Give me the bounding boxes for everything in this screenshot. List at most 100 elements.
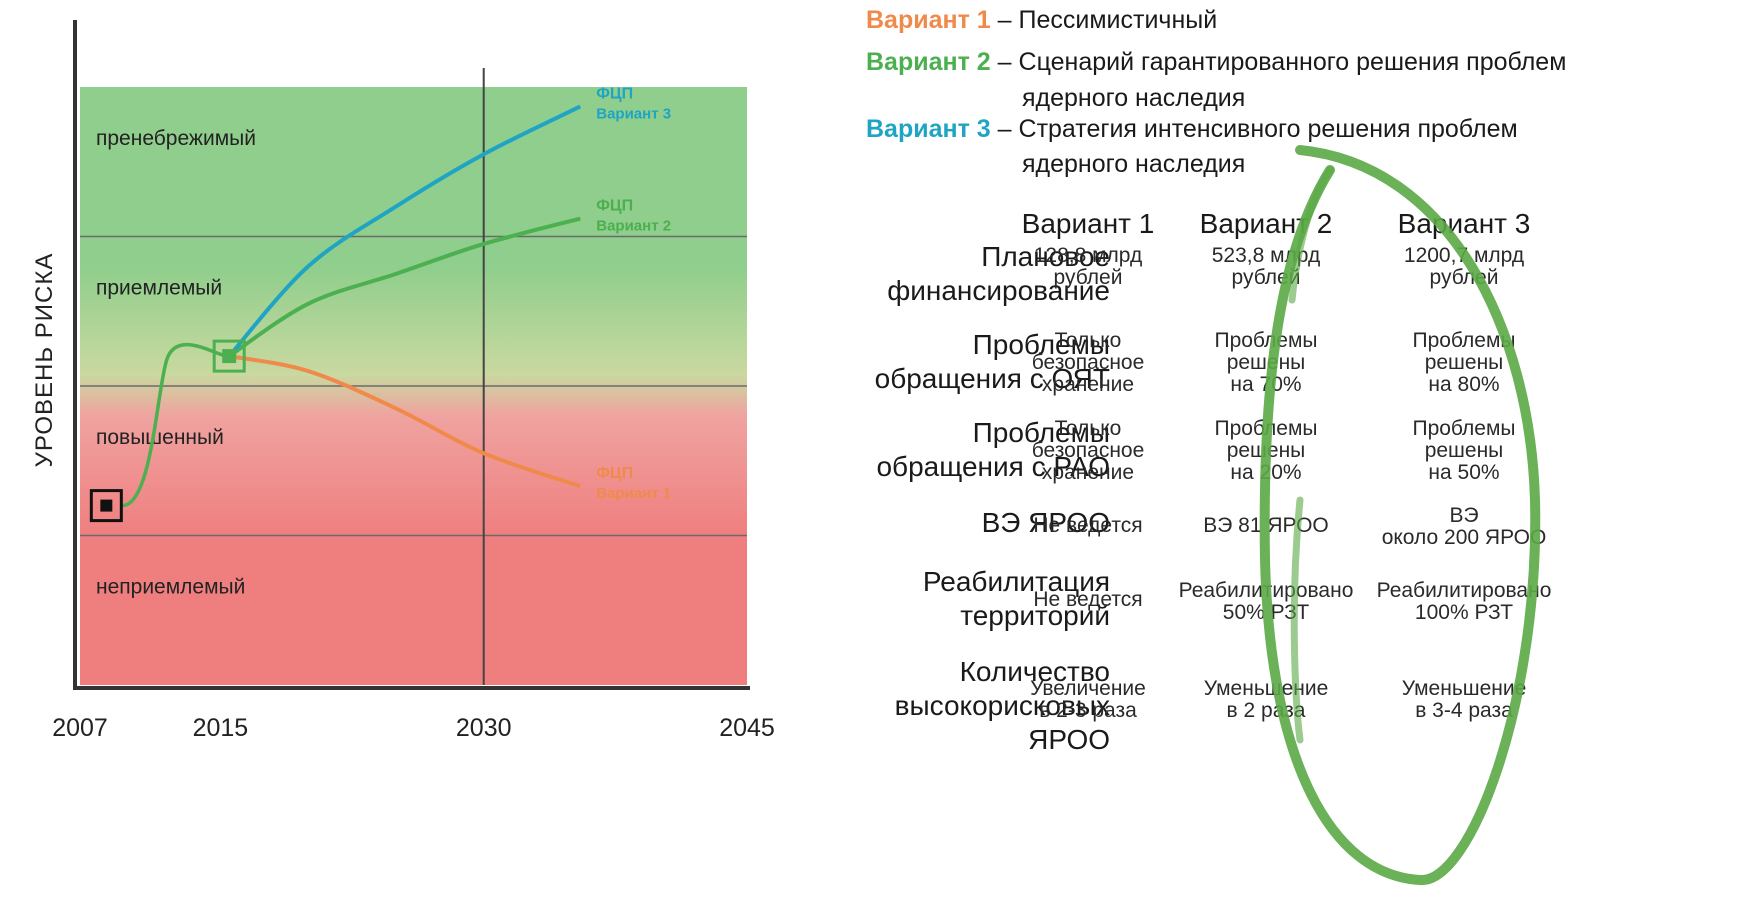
zone-label-1: пренебрежимый xyxy=(96,127,256,150)
series-lines xyxy=(121,104,582,508)
table-cell-line: 128,8 млрд xyxy=(1033,244,1143,267)
row-label-line: Плановое xyxy=(981,241,1110,272)
row-label-line: Реабилитация xyxy=(922,566,1110,597)
legend-text-2: Сценарий гарантированного решения пробле… xyxy=(1018,48,1567,76)
legend-text-3: Стратегия интенсивного решения проблем xyxy=(1018,115,1518,143)
row-label-line: территорий xyxy=(960,600,1110,631)
series-label-top-2: ФЦП xyxy=(596,198,633,215)
series-labels: ФЦП Вариант 1 ФЦП Вариант 2 ФЦП Вариант 3 xyxy=(596,85,671,502)
row-label-4: ВЭ ЯРОО xyxy=(820,506,1110,540)
table-cell: Увеличение в 2-3 раза xyxy=(988,678,1188,722)
row-label-line: финансирование xyxy=(887,275,1110,306)
table-cell-line: в 2-3 раза xyxy=(1039,699,1137,722)
table-cell-line: на 50% xyxy=(1428,461,1500,484)
branch-marker-outer xyxy=(212,339,246,373)
table-cell-line: Реабилитировано xyxy=(1178,579,1354,602)
row-label-line: высокорисковых xyxy=(894,690,1110,721)
series-label-bottom-2: Вариант 2 xyxy=(596,218,671,235)
zone-label-3: повышенный xyxy=(96,426,224,449)
series-label-bottom-3: Вариант 3 xyxy=(596,105,671,122)
zone-label-2: приемлемый xyxy=(96,277,222,300)
table-cell-line: Только xyxy=(1054,329,1122,352)
table-cell: Проблемы решены на 20% xyxy=(1166,418,1366,484)
column-header-3: Вариант 3 xyxy=(1397,208,1531,239)
legend-item-1: Вариант 1 – Пессимистичный xyxy=(866,6,1217,35)
table-cell-line: безопасное xyxy=(1031,439,1145,462)
table-cell-line: Проблемы xyxy=(1412,329,1516,352)
table-cell-line: решены xyxy=(1424,439,1504,462)
table-cell-line: рублей xyxy=(1053,266,1123,289)
table-cell-line: Увеличение xyxy=(1030,677,1146,700)
table-cell: Не ведется xyxy=(988,515,1188,537)
x-tick-2045: 2045 xyxy=(719,714,775,742)
table-cell: Реабилитировано 100% РЗТ xyxy=(1364,580,1564,624)
table-cell: Реабилитировано 50% РЗТ xyxy=(1166,580,1366,624)
table-cell-line: Проблемы xyxy=(1214,417,1318,440)
table-cell-line: на 70% xyxy=(1230,373,1302,396)
series-label-top-3: ФЦП xyxy=(596,85,633,102)
series-label-top-1: ФЦП xyxy=(596,465,633,482)
table-cell-line: решены xyxy=(1226,439,1306,462)
chart-axes xyxy=(73,20,750,690)
table-cell-line: Проблемы xyxy=(1412,417,1516,440)
table-cell-line: в 3-4 раза xyxy=(1415,699,1513,722)
table-cell-line: хранение xyxy=(1041,373,1135,396)
legend-item-2: Вариант 2 – Сценарий гарантированного ре… xyxy=(866,48,1566,77)
row-label-2: Проблемы обращения с ОЯТ xyxy=(820,328,1110,396)
table-cell-line: в 2 раза xyxy=(1226,699,1306,722)
start-segment xyxy=(121,342,230,508)
table-cell: Проблемы решены на 50% xyxy=(1364,418,1564,484)
table-cell-line: 1200,7 млрд xyxy=(1403,244,1525,267)
series-line-3 xyxy=(227,104,582,358)
row-label-line: Количество xyxy=(959,656,1110,687)
table-cell-line: 523,8 млрд xyxy=(1211,244,1321,267)
table-cell: Не ведется xyxy=(988,589,1188,611)
markers xyxy=(89,339,246,523)
legend-variant-2: Вариант 2 xyxy=(866,48,991,76)
table-cell-line: Не ведется xyxy=(1033,514,1143,537)
series-line-1 xyxy=(228,354,581,489)
row-label-line: обращения с ОЯТ xyxy=(874,363,1110,394)
branch-marker-inner xyxy=(222,349,237,364)
row-label-6: Количество высокорисковых ЯРОО xyxy=(820,655,1110,757)
row-label-line: Проблемы xyxy=(972,329,1110,360)
table-cell: Уменьшение в 2 раза xyxy=(1166,678,1366,722)
table-cell: Проблемы решены на 80% xyxy=(1364,330,1564,396)
x-tick-2015: 2015 xyxy=(193,714,249,742)
table-cell-line: Реабилитировано xyxy=(1376,579,1552,602)
legend-text-1: Пессимистичный xyxy=(1018,6,1218,34)
table-cell-line: на 80% xyxy=(1428,373,1500,396)
table-cell: 128,8 млрд рублей xyxy=(988,245,1188,289)
risk-chart: пренебрежимый приемлемый повышенный неприем… xyxy=(31,20,775,742)
series-line-2 xyxy=(228,216,581,358)
row-label-line: ВЭ ЯРОО xyxy=(981,507,1110,538)
table-cell-line: решены xyxy=(1226,351,1306,374)
row-label-line: Проблемы xyxy=(972,417,1110,448)
zone-label-4: неприемлемый xyxy=(96,576,245,599)
row-label-3: Проблемы обращения с РАО xyxy=(820,416,1110,484)
table-cell-line: рублей xyxy=(1231,266,1301,289)
table-cell: 523,8 млрд рублей xyxy=(1166,245,1366,289)
table-cell: ВЭ 81 ЯРОО xyxy=(1166,515,1366,537)
legend-dash-2: – xyxy=(997,48,1012,76)
x-tick-2007: 2007 xyxy=(52,714,108,742)
table-cell-line: хранение xyxy=(1041,461,1135,484)
table-cell-line: безопасное xyxy=(1031,351,1145,374)
legend-variant-1: Вариант 1 xyxy=(866,6,991,34)
row-label-line: ЯРОО xyxy=(1028,724,1110,755)
row-label-line: обращения с РАО xyxy=(876,451,1110,482)
table-cell-line: ВЭ xyxy=(1449,504,1479,527)
legend-variant-3: Вариант 3 xyxy=(866,115,991,143)
start-marker-inner xyxy=(100,499,113,512)
legend-dash-1: – xyxy=(997,6,1012,34)
y-axis-label: УРОВЕНЬ РИСКА xyxy=(31,253,58,468)
legend-continuation-2: ядерного наследия xyxy=(1022,84,1246,112)
table-cell-line: 50% РЗТ xyxy=(1222,601,1310,624)
table-cell: Только безопасное хранение xyxy=(988,418,1188,484)
table-cell-line: Только xyxy=(1054,417,1122,440)
column-header-1: Вариант 1 xyxy=(1021,208,1155,239)
start-marker-outer xyxy=(89,489,123,523)
chart-grid xyxy=(80,68,747,685)
table-cell: 1200,7 млрд рублей xyxy=(1364,245,1564,289)
table-cell-line: ВЭ 81 ЯРОО xyxy=(1203,514,1329,537)
